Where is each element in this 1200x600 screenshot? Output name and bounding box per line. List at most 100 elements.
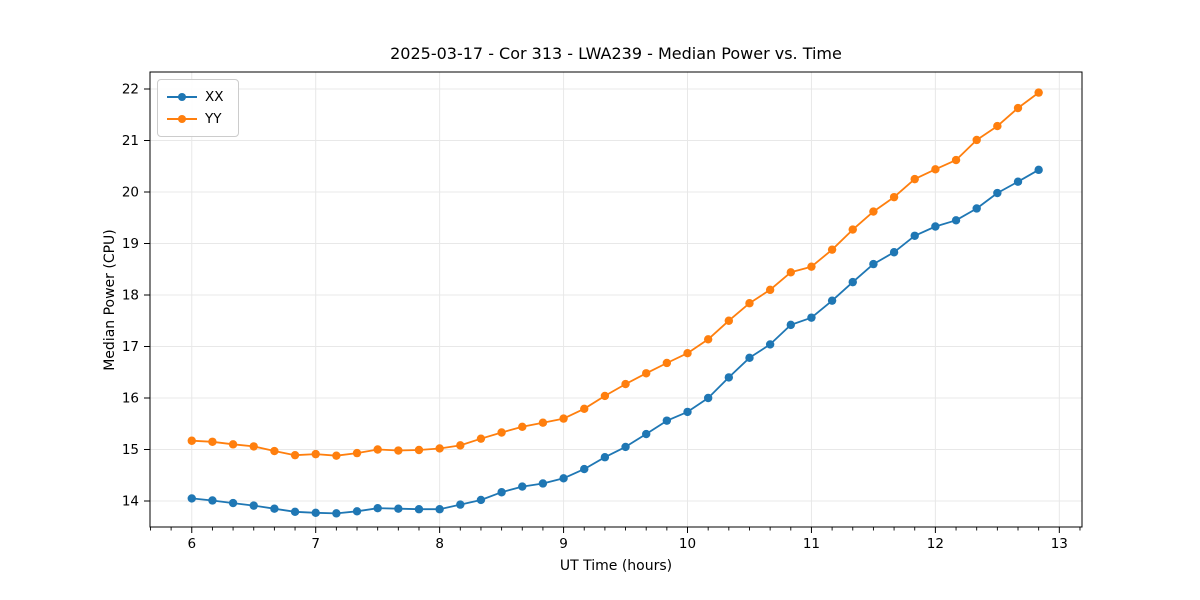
series-xx-point bbox=[228, 498, 238, 508]
series-xx-point bbox=[621, 442, 630, 452]
series-yy-point bbox=[518, 422, 527, 432]
series-yy-point bbox=[869, 207, 878, 216]
series-yy-point bbox=[621, 379, 630, 389]
series-xx-line bbox=[191, 169, 1040, 515]
series-xx-point bbox=[270, 504, 279, 513]
series-xx-point bbox=[889, 248, 899, 257]
series-xx-point bbox=[848, 277, 857, 287]
series-yy-point bbox=[559, 414, 568, 423]
legend-marker-xx-icon bbox=[167, 92, 197, 102]
series-yy-point bbox=[683, 348, 692, 358]
series-yy-point bbox=[311, 449, 320, 459]
series-xx-point bbox=[559, 474, 568, 483]
series-yy-point bbox=[456, 441, 465, 450]
series-yy-point bbox=[642, 369, 651, 378]
x-tick-label: 11 bbox=[803, 536, 820, 552]
x-tick-label: 7 bbox=[311, 536, 320, 552]
series-xx-point bbox=[332, 509, 341, 518]
series-xx-point bbox=[249, 501, 258, 510]
x-tick-label: 12 bbox=[927, 536, 944, 552]
series-xx-point bbox=[394, 504, 403, 513]
series-xx-point bbox=[724, 373, 734, 382]
series-xx-point bbox=[414, 505, 424, 514]
x-tick-label: 8 bbox=[435, 536, 444, 552]
series-xx-point bbox=[951, 216, 961, 225]
series-yy-point bbox=[1013, 103, 1023, 113]
series-xx-point bbox=[538, 479, 548, 488]
series-xx-point bbox=[1013, 177, 1023, 186]
series-yy-point bbox=[724, 316, 734, 325]
series-yy-point bbox=[600, 391, 610, 401]
series-xx-point bbox=[642, 429, 651, 439]
series-yy-point bbox=[848, 225, 857, 234]
series-yy-point bbox=[435, 444, 444, 453]
legend-marker-yy-icon bbox=[167, 114, 197, 124]
series-xx-point bbox=[352, 507, 362, 516]
y-tick-label: 17 bbox=[122, 339, 139, 355]
series-xx-point bbox=[683, 407, 692, 417]
series-yy-point bbox=[951, 155, 961, 165]
legend-item-xx: XX bbox=[167, 86, 224, 108]
legend-label-xx: XX bbox=[205, 89, 224, 105]
series-xx-point bbox=[869, 259, 878, 269]
series-xx-point bbox=[662, 416, 672, 425]
series-yy-point bbox=[745, 299, 754, 308]
series-yy-point bbox=[807, 262, 816, 271]
series-yy-point bbox=[394, 446, 403, 455]
series-xx-point bbox=[931, 222, 940, 231]
y-tick-label: 14 bbox=[122, 493, 139, 509]
series-yy-point bbox=[1034, 88, 1043, 97]
series-xx-point bbox=[745, 353, 754, 363]
y-tick-label: 15 bbox=[122, 442, 139, 458]
series-xx-point bbox=[827, 296, 837, 305]
y-tick-label: 16 bbox=[122, 390, 139, 406]
series-yy-point bbox=[497, 428, 506, 437]
series-yy-point bbox=[827, 245, 837, 254]
x-tick-label: 6 bbox=[187, 536, 196, 552]
series-xx-point bbox=[208, 496, 217, 505]
series-yy-point bbox=[786, 268, 795, 277]
series-yy-point bbox=[538, 418, 548, 427]
x-tick-label: 13 bbox=[1051, 536, 1068, 552]
series-xx-point bbox=[311, 508, 320, 518]
series-xx-point bbox=[518, 482, 527, 491]
series-yy-point bbox=[187, 436, 196, 445]
plot-border bbox=[149, 71, 1083, 528]
series-xx-point bbox=[910, 231, 919, 240]
series-xx-point bbox=[373, 504, 382, 513]
series-yy-point bbox=[972, 135, 981, 145]
series-yy-point bbox=[889, 192, 899, 202]
y-tick-label: 19 bbox=[122, 236, 139, 252]
series-yy-point bbox=[993, 121, 1002, 131]
x-tick-label: 10 bbox=[679, 536, 696, 552]
series-xx-point bbox=[786, 320, 795, 330]
series-xx-point bbox=[435, 505, 444, 514]
series-yy-point bbox=[765, 285, 775, 295]
series-yy-point bbox=[208, 437, 217, 446]
series-yy-point bbox=[580, 404, 589, 414]
legend-item-yy: YY bbox=[167, 108, 224, 130]
y-tick-label: 21 bbox=[122, 133, 139, 149]
y-tick-label: 18 bbox=[122, 287, 139, 303]
series-xx-point bbox=[497, 488, 506, 497]
series-xx-point bbox=[765, 340, 775, 349]
series-yy-point bbox=[228, 440, 238, 449]
series-yy-line bbox=[191, 91, 1040, 457]
y-tick-label: 22 bbox=[122, 81, 139, 97]
series-yy-point bbox=[332, 451, 341, 460]
x-tick-label: 9 bbox=[559, 536, 568, 552]
series-yy-point bbox=[373, 445, 382, 454]
y-tick-label: 20 bbox=[122, 184, 139, 200]
series-xx-point bbox=[1034, 165, 1043, 175]
chart-title: 2025-03-17 - Cor 313 - LWA239 - Median P… bbox=[390, 44, 842, 63]
series-yy-point bbox=[290, 450, 300, 460]
series-xx-point bbox=[600, 453, 610, 462]
series-xx-point bbox=[456, 500, 465, 509]
series-yy-point bbox=[662, 358, 672, 368]
series-yy-point bbox=[931, 165, 940, 174]
series-xx-point bbox=[580, 464, 589, 474]
x-axis-label: UT Time (hours) bbox=[559, 558, 673, 574]
series-xx-point bbox=[972, 204, 981, 213]
series-yy-point bbox=[352, 448, 362, 458]
